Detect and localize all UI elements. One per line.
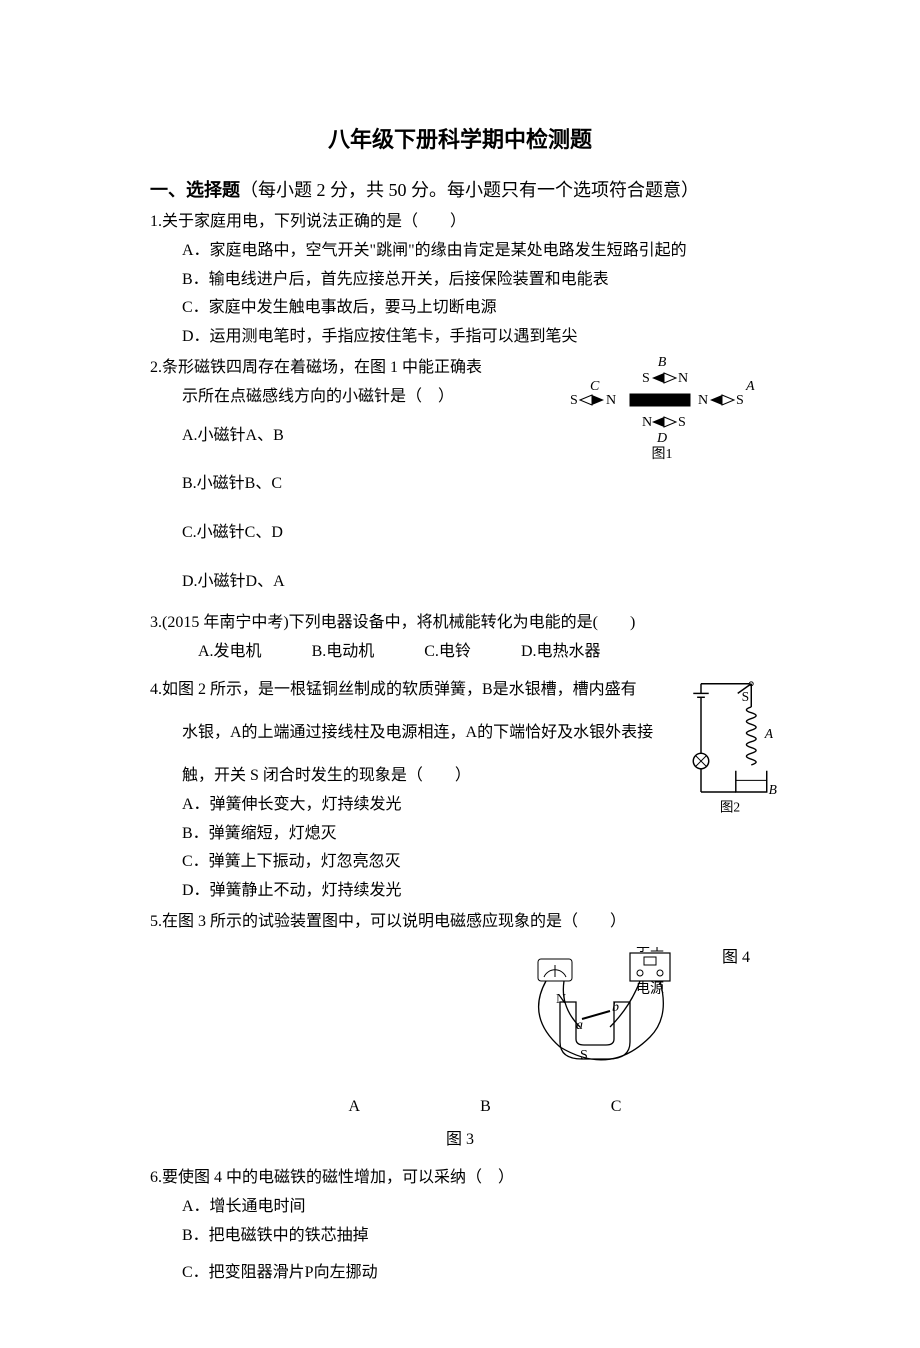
- fig3c-a: a: [576, 1018, 583, 1033]
- question-1: 1.关于家庭用电，下列说法正确的是（ ） A．家庭电路中，空气开关"跳闸"的缘由…: [150, 208, 770, 352]
- figure-3: 学生 电源 N S a b: [150, 947, 770, 1087]
- q3-stem: 3.(2015 年南宁中考)下列电器设备中，将机械能转化为电能的是( ): [150, 609, 770, 638]
- q2-opt-d: D.小磁针D、A: [150, 568, 770, 597]
- fig1-caption: 图1: [652, 447, 673, 462]
- q6-opt-a: A．增长通电时间: [150, 1193, 770, 1222]
- fig1-b-n: N: [678, 371, 688, 386]
- figure-1: B S N C S N A N S N S D 图1: [540, 354, 780, 464]
- q4-opt-b: B．弹簧缩短，灯熄灭: [150, 820, 770, 849]
- question-4: 4.如图 2 所示，是一根锰铜丝制成的软质弹簧，B是水银槽，槽内盛有 水银，A的…: [150, 676, 770, 906]
- fig1-label-b: B: [658, 355, 667, 370]
- fig3-panel-a: [240, 967, 340, 1087]
- fig3-panel-c: 学生 电源 N S a b: [520, 947, 680, 1087]
- fig1-label-c: C: [590, 379, 600, 394]
- fig1-b-s: S: [642, 371, 650, 386]
- q3-opt-c: C.电铃: [424, 638, 471, 667]
- fig1-label-a: A: [745, 379, 755, 394]
- fig3c-N: N: [556, 992, 566, 1007]
- fig2-a: A: [764, 726, 774, 741]
- question-2: 2.条形磁铁四周存在着磁场，在图 1 中能正确表 示所在点磁感线方向的小磁针是（…: [150, 354, 770, 597]
- fig2-s: S: [742, 689, 750, 704]
- fig1-d-n: N: [642, 415, 652, 430]
- q1-opt-c: C．家庭中发生触电事故后，要马上切断电源: [150, 294, 770, 323]
- section-1-label: 一、选择题: [150, 180, 240, 200]
- q4-stem-1: 4.如图 2 所示，是一根锰铜丝制成的软质弹簧，B是水银槽，槽内盛有: [150, 676, 770, 705]
- q5-stem: 5.在图 3 所示的试验装置图中，可以说明电磁感应现象的是（ ）: [150, 908, 770, 937]
- fig3c-ps1: 学生: [636, 947, 664, 955]
- q1-opt-b: B．输电线进户后，首先应接总开关，后接保险装置和电能表: [150, 266, 770, 295]
- q1-stem: 1.关于家庭用电，下列说法正确的是（ ）: [150, 208, 770, 237]
- q3-opt-b: B.电动机: [312, 638, 375, 667]
- fig3-label-a: A: [349, 1093, 361, 1122]
- fig3c-ps2: 电源: [636, 981, 664, 997]
- fig1-c-n: N: [606, 393, 616, 408]
- q2-opt-c: C.小磁针C、D: [150, 519, 770, 548]
- fig3-label-b: B: [480, 1093, 491, 1122]
- q6-opt-b: B．把电磁铁中的铁芯抽掉: [150, 1222, 770, 1251]
- section-1-header: 一、选择题（每小题 2 分，共 50 分。每小题只有一个选项符合题意）: [150, 174, 770, 206]
- q4-opt-a: A．弹簧伸长变大，灯持续发光: [150, 791, 770, 820]
- fig1-label-d: D: [656, 431, 667, 446]
- q4-opt-c: C．弹簧上下振动，灯忽亮忽灭: [150, 848, 770, 877]
- q3-opt-a: A.发电机: [198, 638, 262, 667]
- fig4-caption: 图 4: [722, 944, 750, 973]
- question-3: 3.(2015 年南宁中考)下列电器设备中，将机械能转化为电能的是( ) A.发…: [150, 609, 770, 667]
- q6-stem: 6.要使图 4 中的电磁铁的磁性增加，可以采纳（ ）: [150, 1164, 770, 1193]
- figure-2: S A B 图2: [680, 676, 780, 821]
- q4-stem-3: 触，开关 S 闭合时发生的现象是（ ）: [150, 762, 770, 791]
- section-1-meta: （每小题 2 分，共 50 分。每小题只有一个选项符合题意）: [240, 180, 699, 200]
- fig3c-b: b: [612, 1000, 619, 1015]
- fig3c-S: S: [580, 1048, 588, 1063]
- fig1-a-s: S: [736, 393, 744, 408]
- q6-opt-c: C．把变阻器滑片P向左挪动: [150, 1259, 770, 1288]
- fig3-label-c: C: [611, 1093, 622, 1122]
- page-title: 八年级下册科学期中检测题: [150, 120, 770, 160]
- q4-opt-d: D．弹簧静止不动，灯持续发光: [150, 877, 770, 906]
- fig3-panel-b: [380, 967, 480, 1087]
- q3-opt-d: D.电热水器: [521, 638, 601, 667]
- fig1-d-s: S: [678, 415, 686, 430]
- question-6: 6.要使图 4 中的电磁铁的磁性增加，可以采纳（ ） A．增长通电时间 B．把电…: [150, 1164, 770, 1287]
- q1-opt-d: D．运用测电笔时，手指应按住笔卡，手指可以遇到笔尖: [150, 323, 770, 352]
- fig2-caption: 图2: [720, 800, 741, 815]
- q4-stem-2: 水银，A的上端通过接线柱及电源相连，A的下端恰好及水银外表接: [150, 719, 770, 748]
- fig1-c-s: S: [570, 393, 578, 408]
- fig2-b: B: [769, 782, 777, 797]
- q1-opt-a: A．家庭电路中，空气开关"跳闸"的缘由肯定是某处电路发生短路引起的: [150, 237, 770, 266]
- q2-opt-b: B.小磁针B、C: [150, 470, 770, 499]
- question-5: 5.在图 3 所示的试验装置图中，可以说明电磁感应现象的是（ ） 学生 电源: [150, 908, 770, 1154]
- fig1-a-n: N: [698, 393, 708, 408]
- fig3-caption: 图 3: [150, 1126, 770, 1155]
